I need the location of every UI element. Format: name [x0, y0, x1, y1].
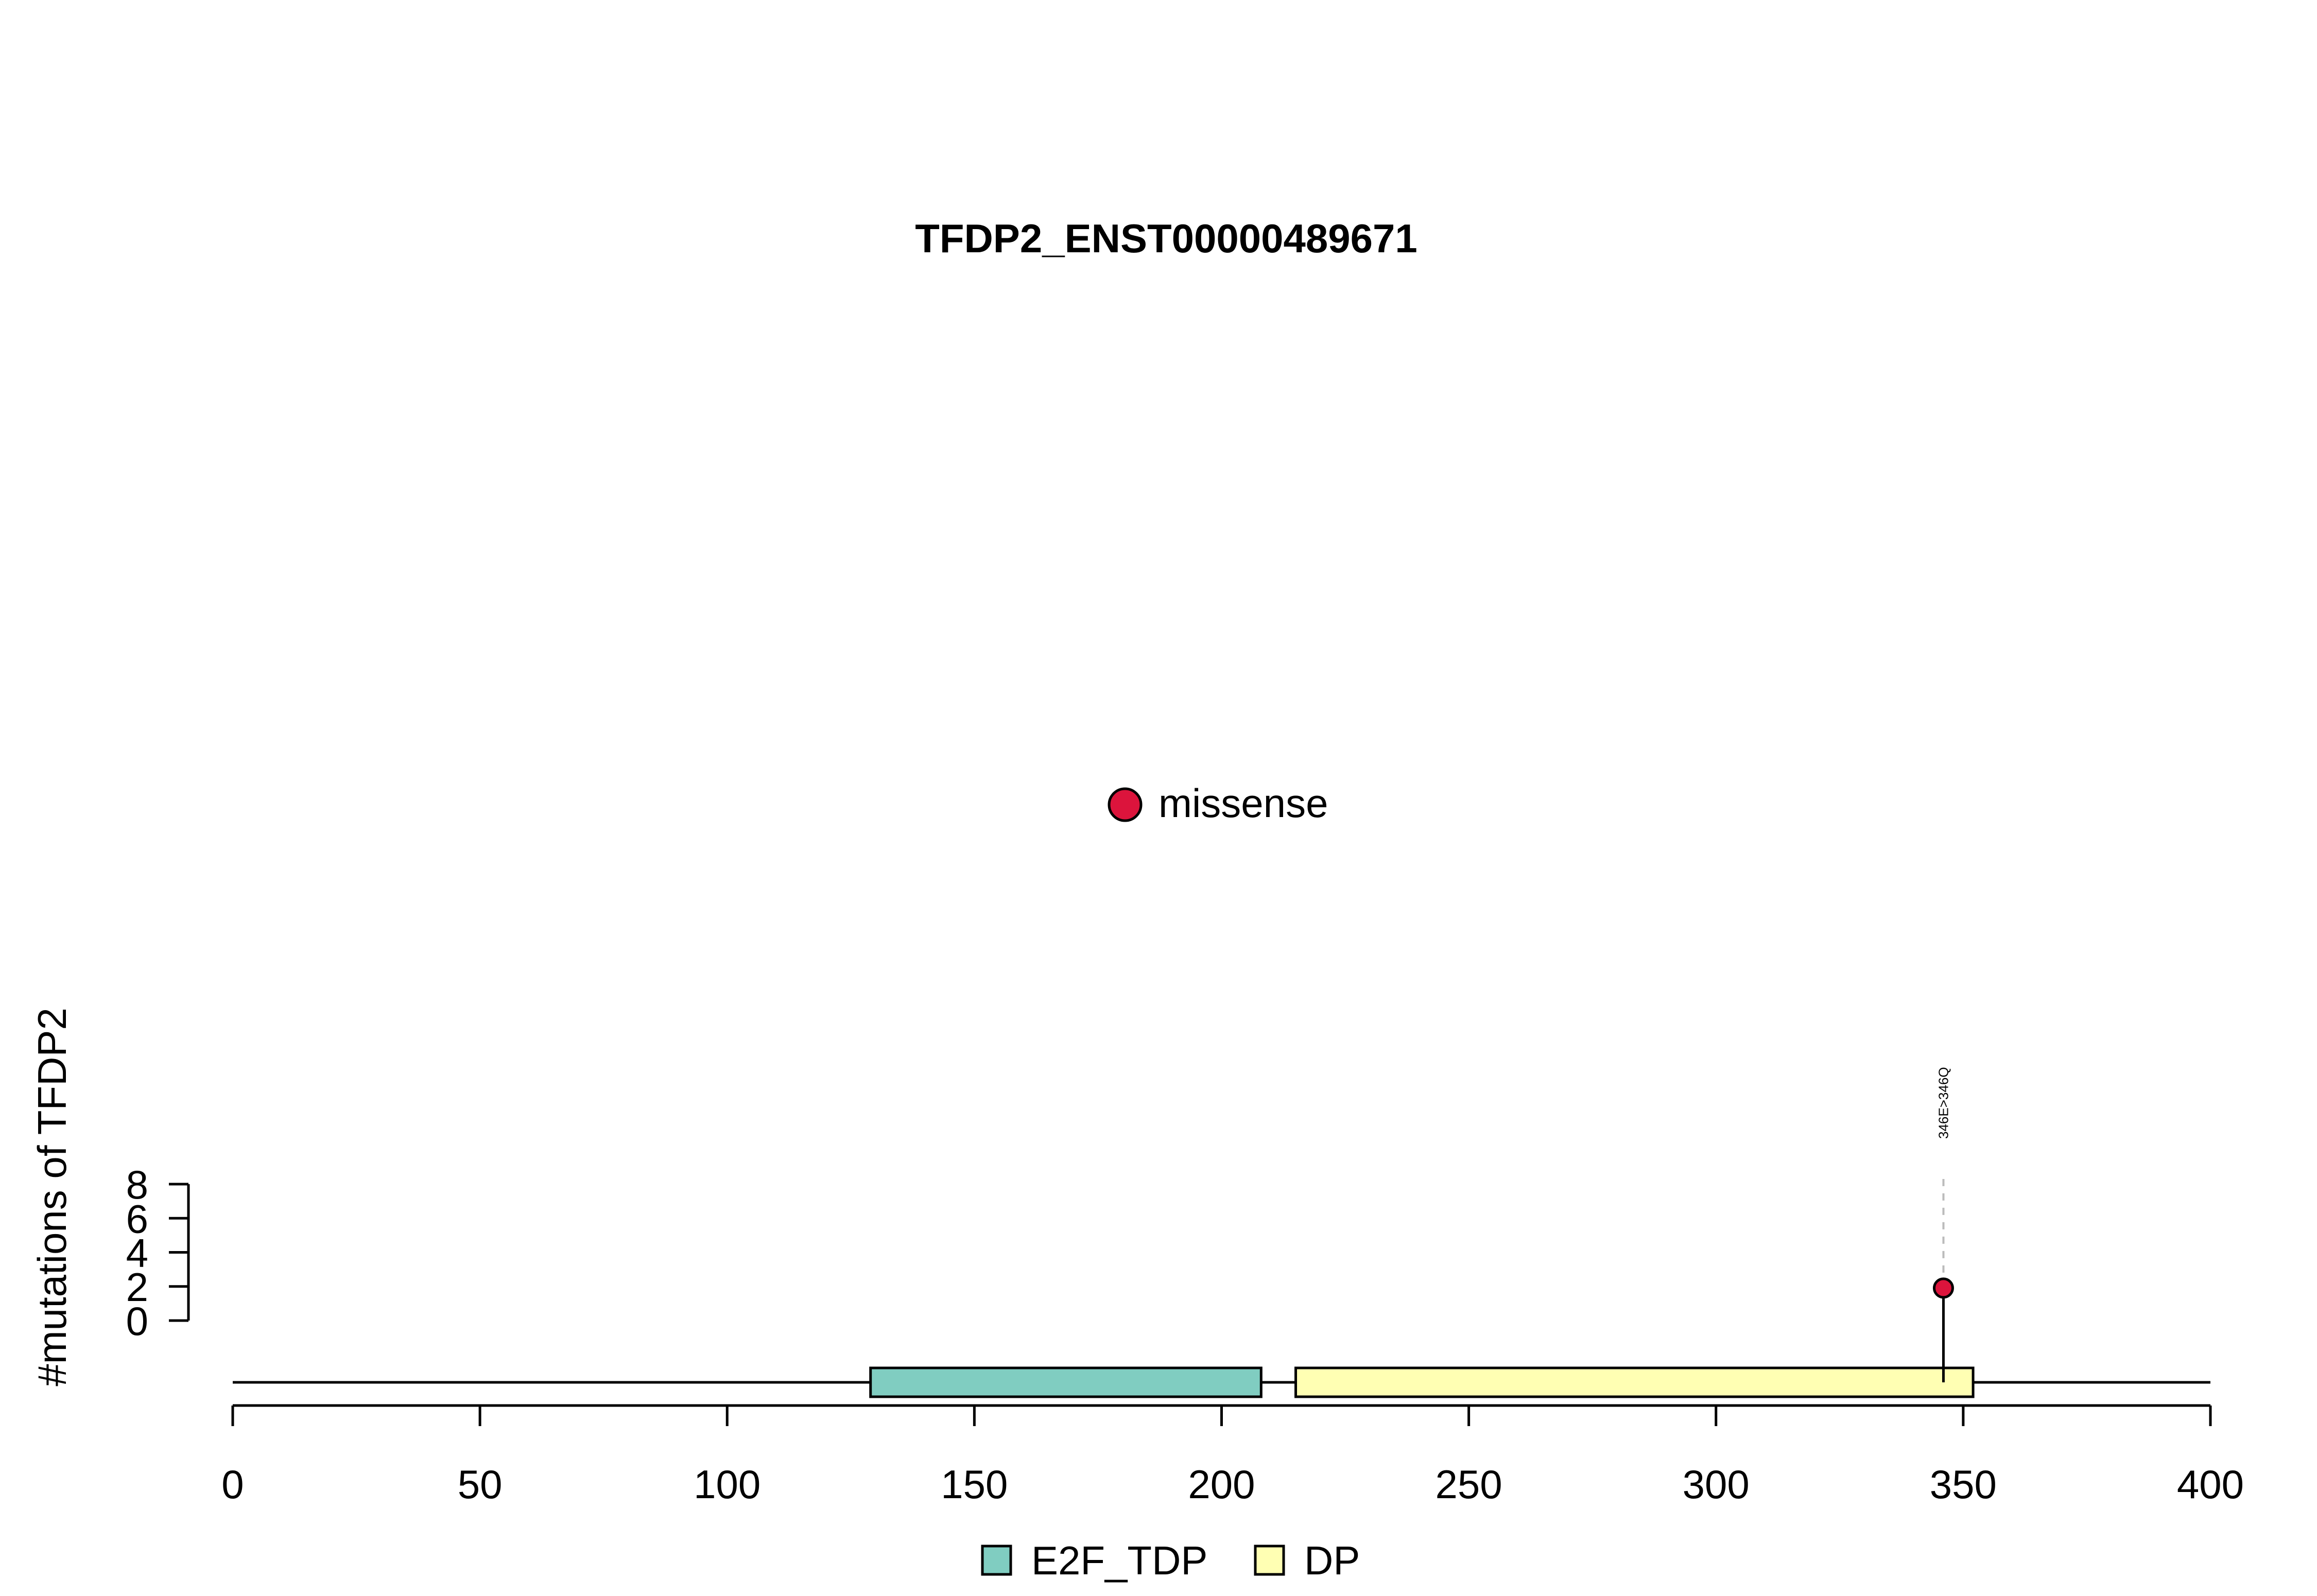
domain-legend: E2F_TDP DP [981, 1538, 1360, 1583]
x-tick-label-50: 50 [458, 1462, 503, 1507]
x-tick-label-400: 400 [2177, 1462, 2244, 1507]
legend-missense-label: missense [1158, 780, 1328, 826]
y-tick-label-4: 4 [126, 1230, 148, 1276]
domains [869, 1366, 1975, 1398]
legend-dp-label: DP [1304, 1538, 1360, 1583]
y-tick-label-0: 0 [126, 1298, 148, 1344]
legend-e2f-tdp-label: E2F_TDP [1031, 1538, 1207, 1583]
x-tick-label-200: 200 [1188, 1462, 1255, 1507]
mutation-legend: missense [1108, 780, 1328, 826]
y-tick-label-8: 8 [126, 1162, 148, 1207]
lollipops: 346E>346Q [1932, 1067, 1954, 1382]
lollipop-head-346 [1932, 1277, 1954, 1299]
y-tick-label-2: 2 [126, 1264, 148, 1310]
domain-e2f-tdp [869, 1366, 1263, 1398]
y-tick-label-6: 6 [126, 1196, 148, 1241]
x-tick-label-250: 250 [1436, 1462, 1502, 1507]
y-axis-label: #mutations of TFDP2 [29, 1008, 75, 1386]
legend-dp-swatch [1254, 1545, 1285, 1576]
x-tick-label-350: 350 [1930, 1462, 1997, 1507]
lollipop-label-346: 346E>346Q [1935, 1067, 1951, 1139]
legend-e2f-tdp-swatch [981, 1545, 1012, 1576]
x-tick-label-150: 150 [941, 1462, 1008, 1507]
domain-dp [1294, 1366, 1975, 1398]
x-tick-label-0: 0 [221, 1462, 244, 1507]
chart-title: TFDP2_ENST00000489671 [915, 216, 1417, 261]
x-tick-label-100: 100 [694, 1462, 760, 1507]
x-tick-label-300: 300 [1683, 1462, 1750, 1507]
x-axis: 0 50 100 150 200 250 300 350 400 [221, 1404, 2244, 1507]
legend-missense-marker [1108, 787, 1143, 822]
